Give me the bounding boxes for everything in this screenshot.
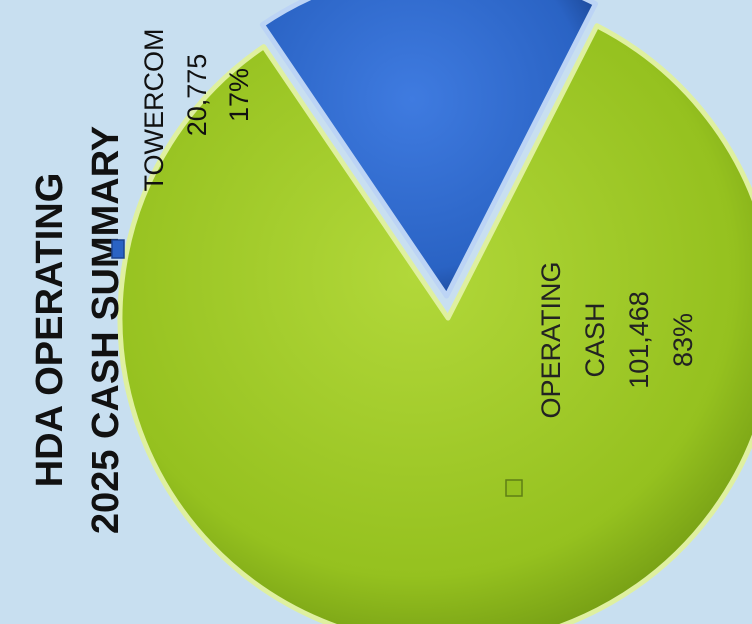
towercom-name: TOWERCOM (139, 29, 169, 192)
operating-cash-percent: 83% (668, 313, 698, 367)
chart-title-line-1: HDA OPERATING (29, 173, 71, 488)
data-label-towercom: TOWERCOM 20,775 17% (139, 29, 254, 192)
operating-cash-name-line-2: CASH (580, 302, 610, 377)
data-label-operating-cash: OPERATING CASH 101,468 83% (536, 261, 698, 418)
pie-slices (117, 0, 752, 624)
operating-cash-name-line-1: OPERATING (536, 261, 566, 418)
operating-cash-key-marker (505, 479, 523, 497)
towercom-value: 20,775 (182, 54, 212, 137)
pie-slice-operating-cash (117, 23, 752, 624)
towercom-percent: 17% (224, 68, 254, 122)
towercom-key-marker (111, 239, 125, 259)
chart-title-line-2: 2025 CASH SUMMARY (85, 126, 127, 534)
pie-slice-towercom (259, 0, 599, 299)
operating-cash-value: 101,468 (624, 291, 654, 389)
